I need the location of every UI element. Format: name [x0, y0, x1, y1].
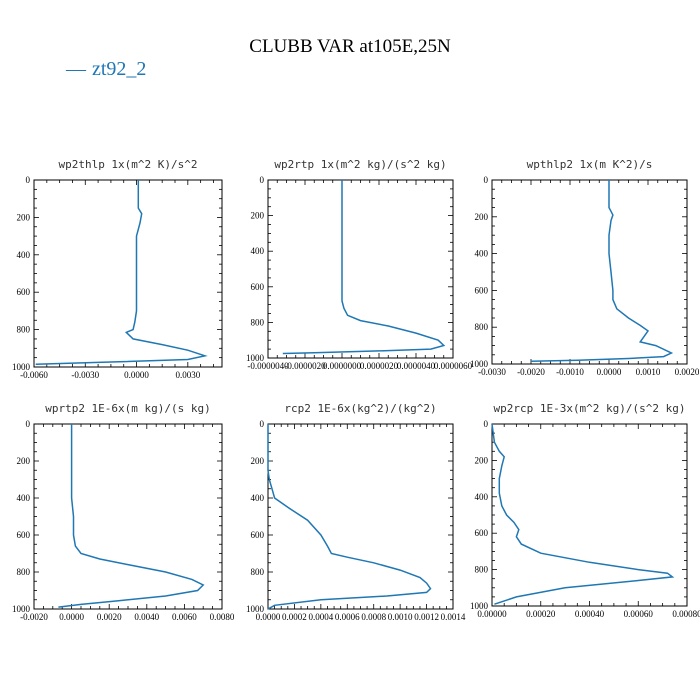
- x-tick-label: 0.0000: [597, 367, 622, 377]
- y-tick-label: 0: [484, 175, 489, 185]
- x-tick-label: 0.0000060: [434, 361, 473, 371]
- x-tick-label: 0.00080: [672, 609, 700, 619]
- chart-title: wp2rcp 1E-3x(m^2 kg)/(s^2 kg): [493, 402, 685, 415]
- x-tick-label: 0.0000000: [323, 361, 362, 371]
- plot-frame: [491, 179, 688, 365]
- x-tick-label: 0.0012: [414, 612, 439, 622]
- y-tick-label: 200: [475, 455, 489, 465]
- x-tick-label: -0.0030: [71, 370, 99, 380]
- chart-title: wp2thlp 1x(m^2 K)/s^2: [58, 158, 197, 171]
- x-tick-label: -0.0000040: [247, 361, 289, 371]
- x-tick-label: 0.00000: [477, 609, 507, 619]
- series-line: [282, 180, 446, 355]
- y-tick-label: 800: [17, 567, 31, 577]
- x-tick-label: 0.0006: [335, 612, 360, 622]
- series-line: [58, 424, 205, 608]
- y-tick-label: 800: [475, 322, 489, 332]
- x-tick-label: 0.00020: [526, 609, 556, 619]
- chart-title: wp2rtp 1x(m^2 kg)/(s^2 kg): [274, 158, 446, 171]
- y-tick-label: 1000: [470, 601, 489, 611]
- y-tick-label: 800: [251, 317, 265, 327]
- y-tick-label: 400: [475, 249, 489, 259]
- y-tick-label: 0: [260, 419, 265, 429]
- x-tick-label: 0.0008: [361, 612, 386, 622]
- y-tick-label: 600: [17, 530, 31, 540]
- y-tick-label: 400: [251, 493, 265, 503]
- x-tick-label: 0.00060: [624, 609, 654, 619]
- x-tick-label: 0.0002: [282, 612, 307, 622]
- x-tick-label: -0.0000020: [284, 361, 326, 371]
- page-title: CLUBB VAR at105E,25N: [249, 36, 451, 57]
- x-tick-label: 0.0010: [388, 612, 413, 622]
- x-tick-label: 0.0000: [59, 612, 84, 622]
- y-tick-label: 1000: [12, 604, 31, 614]
- chart-panel-3: wpthlp2 1x(m K^2)/s02004006008001000-0.0…: [470, 158, 700, 377]
- x-tick-label: 0.0040: [134, 612, 159, 622]
- y-tick-label: 600: [17, 287, 31, 297]
- y-tick-label: 800: [251, 567, 265, 577]
- x-tick-label: -0.0020: [517, 367, 545, 377]
- series-line: [530, 180, 674, 362]
- x-tick-label: 0.0004: [308, 612, 333, 622]
- y-tick-label: 400: [17, 493, 31, 503]
- series-line: [267, 424, 432, 610]
- x-tick-label: -0.0060: [20, 370, 48, 380]
- x-tick-label: 0.00040: [575, 609, 605, 619]
- chart-panel-6: wp2rcp 1E-3x(m^2 kg)/(s^2 kg) 0 200 400 600 8…: [470, 402, 700, 619]
- y-tick-label: 600: [251, 282, 265, 292]
- y-tick-label: 400: [17, 250, 31, 260]
- chart-title: wpthlp2 1x(m K^2)/s: [527, 158, 653, 171]
- chart-panel-2: wp2rtp 1x(m^2 kg)/(s^2 kg) 0 200 400 600 800 1…: [246, 158, 473, 371]
- y-tick-label: 600: [251, 530, 265, 540]
- y-tick-label: 1000: [246, 353, 265, 363]
- plot-frame: [33, 179, 223, 368]
- y-tick-label: 400: [251, 246, 265, 256]
- y-tick-label: 1000: [12, 362, 31, 372]
- x-tick-label: 0.0020: [675, 367, 700, 377]
- series-line: [35, 180, 208, 365]
- y-tick-label: 1000: [470, 359, 489, 369]
- x-tick-label: 0.0000: [124, 370, 149, 380]
- y-tick-label: 200: [475, 212, 489, 222]
- x-tick-label: 0.0080: [210, 612, 235, 622]
- y-tick-label: 1000: [246, 604, 265, 614]
- x-tick-label: -0.0030: [478, 367, 506, 377]
- y-tick-label: 0: [26, 175, 31, 185]
- y-tick-label: 400: [475, 492, 489, 502]
- y-tick-label: 0: [484, 419, 489, 429]
- y-tick-label: 0: [26, 419, 31, 429]
- y-tick-label: 800: [475, 565, 489, 575]
- x-tick-label: 0.0000: [256, 612, 281, 622]
- y-tick-label: 800: [17, 325, 31, 335]
- chart-title: wprtp2 1E-6x(m kg)/(s kg): [45, 402, 211, 415]
- y-tick-label: 200: [251, 211, 265, 221]
- chart-title: rcp2 1E-6x(kg^2)/(kg^2): [284, 402, 436, 415]
- series-line: [491, 423, 675, 605]
- y-tick-label: 200: [17, 456, 31, 466]
- y-tick-label: 200: [251, 456, 265, 466]
- x-tick-label: -0.0010: [556, 367, 584, 377]
- y-tick-label: 200: [17, 212, 31, 222]
- legend-label: zt92_2: [92, 58, 147, 80]
- y-tick-label: 600: [475, 528, 489, 538]
- y-tick-label: 600: [475, 285, 489, 295]
- x-tick-label: 0.0020: [97, 612, 122, 622]
- plot-frame: [267, 179, 454, 359]
- x-tick-label: 0.0030: [175, 370, 200, 380]
- x-tick-label: 0.0060: [172, 612, 197, 622]
- chart-panel-4: wprtp2 1E-6x(m kg)/(s kg) 0 200 400 600 800 10…: [12, 402, 235, 622]
- x-tick-label: 0.0000040: [397, 361, 436, 371]
- x-tick-label: 0.0014: [441, 612, 466, 622]
- chart-panel-1: wp2thlp 1x(m^2 K)/s^202004006008001000-0…: [12, 158, 223, 380]
- legend-line-icon: —: [66, 58, 86, 80]
- x-tick-label: -0.0020: [20, 612, 48, 622]
- y-tick-label: 0: [260, 175, 265, 185]
- plot-frame: [33, 423, 223, 610]
- x-tick-label: 0.0010: [636, 367, 661, 377]
- legend: — zt92_2: [66, 58, 146, 81]
- x-tick-label: 0.0000020: [360, 361, 399, 371]
- chart-panel-5: rcp2 1E-6x(kg^2)/(kg^2) 0 200 400 600 800 1000…: [246, 402, 466, 622]
